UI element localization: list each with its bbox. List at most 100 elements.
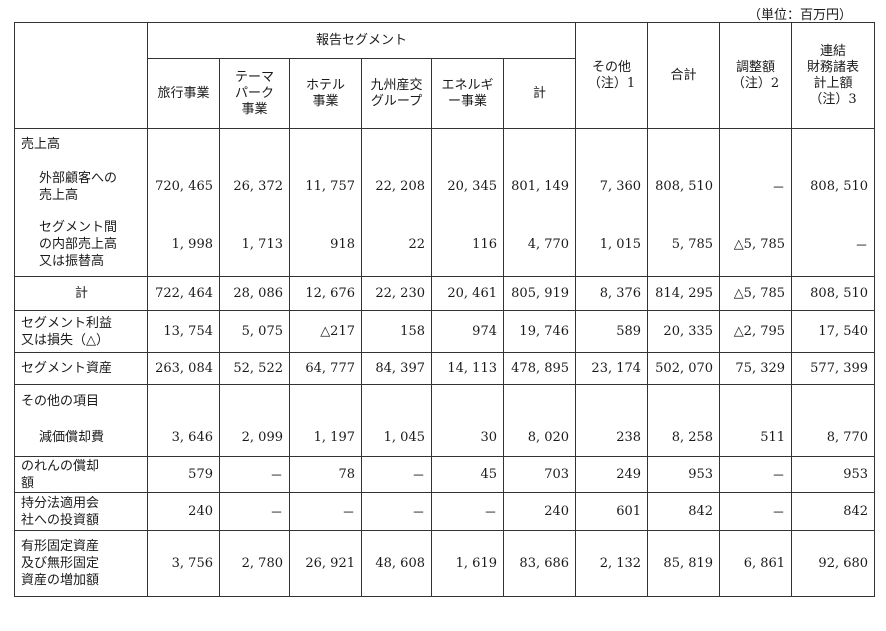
value-cell: 116 bbox=[431, 212, 504, 277]
value-cell: 13, 754 bbox=[147, 310, 220, 353]
value-cell: 703 bbox=[502, 456, 577, 493]
value-cell: 11, 757 bbox=[289, 160, 362, 213]
value-cell: 19, 746 bbox=[502, 310, 577, 353]
value-cell: 238 bbox=[575, 418, 649, 457]
value-cell bbox=[502, 128, 577, 161]
value-cell bbox=[647, 384, 721, 419]
value-cell: 8, 770 bbox=[791, 418, 876, 457]
header-col-4: 九州産交 グループ bbox=[361, 58, 432, 129]
value-cell: 8, 376 bbox=[575, 276, 649, 311]
value-cell: 808, 510 bbox=[791, 276, 876, 311]
value-cell: △5, 785 bbox=[719, 276, 793, 311]
value-cell: 3, 756 bbox=[147, 530, 220, 597]
value-cell: 1, 015 bbox=[575, 212, 649, 277]
table-row: セグメント資産 263, 084 52, 522 64, 777 84, 397 14, … bbox=[14, 352, 876, 385]
value-cell bbox=[791, 128, 876, 161]
value-cell: － bbox=[431, 492, 504, 531]
value-cell bbox=[719, 384, 793, 419]
row-label: のれんの償却額 bbox=[14, 456, 148, 493]
value-cell: 720, 465 bbox=[147, 160, 220, 213]
value-cell: 808, 510 bbox=[647, 160, 721, 213]
table-row: 外部顧客への 売上高 720, 465 26, 372 11, 757 22, 208 20… bbox=[14, 160, 876, 213]
value-cell: 7, 360 bbox=[575, 160, 649, 213]
value-cell: 3, 646 bbox=[147, 418, 220, 457]
value-cell: 64, 777 bbox=[289, 352, 362, 385]
header-col-1: 旅行事業 bbox=[147, 58, 220, 129]
value-cell: 84, 397 bbox=[361, 352, 432, 385]
segment-table: 報告セグメント その他 （注）1 合計 調整額 （注）2 連結 財務諸表 計上額 （注）3… bbox=[14, 22, 876, 597]
value-cell bbox=[289, 384, 362, 419]
table-row: セグメント間 の内部売上高 又は振替高 1, 998 1, 713 918 22 116 4, … bbox=[14, 212, 876, 277]
row-label: 外部顧客への 売上高 bbox=[14, 160, 148, 213]
value-cell: 17, 540 bbox=[791, 310, 876, 353]
value-cell bbox=[575, 384, 649, 419]
value-cell: － bbox=[719, 456, 793, 493]
value-cell: 974 bbox=[431, 310, 504, 353]
value-cell bbox=[431, 384, 504, 419]
header-col-6: 計 bbox=[502, 58, 577, 129]
value-cell: 240 bbox=[502, 492, 577, 531]
value-cell bbox=[431, 128, 504, 161]
value-cell: 8, 020 bbox=[502, 418, 577, 457]
row-label: 計 bbox=[14, 276, 148, 311]
value-cell: 249 bbox=[575, 456, 649, 493]
value-cell: 26, 921 bbox=[289, 530, 362, 597]
value-cell: 1, 713 bbox=[219, 212, 290, 277]
value-cell bbox=[219, 128, 290, 161]
value-cell: △2, 795 bbox=[719, 310, 793, 353]
value-cell bbox=[719, 128, 793, 161]
value-cell: 1, 619 bbox=[431, 530, 504, 597]
row-label: 減価償却費 bbox=[14, 418, 148, 457]
value-cell: 20, 335 bbox=[647, 310, 721, 353]
value-cell: 22, 230 bbox=[361, 276, 432, 311]
value-cell: 2, 132 bbox=[575, 530, 649, 597]
header-reportable-segment: 報告セグメント bbox=[146, 22, 577, 59]
value-cell: － bbox=[719, 160, 793, 213]
header-col-5: エネルギ ー事業 bbox=[431, 58, 504, 129]
table-body: 売上高 外部顧客への 売上高 720, 465 26, 372 11, 757 22, 20… bbox=[14, 128, 876, 597]
corner-cell bbox=[14, 22, 148, 129]
value-cell: 52, 522 bbox=[219, 352, 290, 385]
value-cell bbox=[575, 128, 649, 161]
value-cell bbox=[147, 128, 220, 161]
value-cell: 5, 785 bbox=[647, 212, 721, 277]
value-cell bbox=[361, 128, 432, 161]
value-cell: 26, 372 bbox=[219, 160, 290, 213]
value-cell: 22, 208 bbox=[361, 160, 432, 213]
value-cell bbox=[361, 384, 432, 419]
value-cell: 14, 113 bbox=[431, 352, 504, 385]
value-cell: 8, 258 bbox=[647, 418, 721, 457]
unit-note: （単位：百万円） bbox=[747, 8, 852, 23]
value-cell: － bbox=[361, 492, 432, 531]
value-cell: 814, 295 bbox=[647, 276, 721, 311]
value-cell: △217 bbox=[289, 310, 362, 353]
row-label: セグメント間 の内部売上高 又は振替高 bbox=[14, 212, 148, 277]
value-cell: － bbox=[361, 456, 432, 493]
table-row: セグメント利益 又は損失（△） 13, 754 5, 075 △217 158 974 19,… bbox=[14, 310, 876, 353]
table-row: 計 722, 464 28, 086 12, 676 22, 230 20, 461 805… bbox=[14, 276, 876, 311]
header-col-2: テーマ パーク 事業 bbox=[219, 58, 290, 129]
table-row: 持分法適用会 社への投資額 240 －－－－ 240 601 842 － 842 bbox=[14, 492, 876, 531]
value-cell: 478, 895 bbox=[502, 352, 577, 385]
header-col-8: 合計 bbox=[647, 22, 721, 129]
value-cell: 12, 676 bbox=[289, 276, 362, 311]
header-col-10: 連結 財務諸表 計上額 （注）3 bbox=[791, 22, 876, 129]
value-cell: 842 bbox=[647, 492, 721, 531]
value-cell: － bbox=[219, 492, 290, 531]
row-label: セグメント利益 又は損失（△） bbox=[14, 310, 148, 353]
value-cell: 78 bbox=[289, 456, 362, 493]
value-cell bbox=[647, 128, 721, 161]
value-cell: 23, 174 bbox=[575, 352, 649, 385]
header-col-9: 調整額 （注）2 bbox=[719, 22, 793, 129]
value-cell: 918 bbox=[289, 212, 362, 277]
value-cell: 45 bbox=[431, 456, 504, 493]
table-row: のれんの償却額 579 － 78 － 45 703 249 953 － 953 bbox=[14, 456, 876, 493]
value-cell: 511 bbox=[719, 418, 793, 457]
value-cell: － bbox=[719, 492, 793, 531]
value-cell: 589 bbox=[575, 310, 649, 353]
value-cell: 577, 399 bbox=[791, 352, 876, 385]
value-cell: 2, 099 bbox=[219, 418, 290, 457]
value-cell: 85, 819 bbox=[647, 530, 721, 597]
value-cell: 30 bbox=[431, 418, 504, 457]
value-cell: 240 bbox=[147, 492, 220, 531]
